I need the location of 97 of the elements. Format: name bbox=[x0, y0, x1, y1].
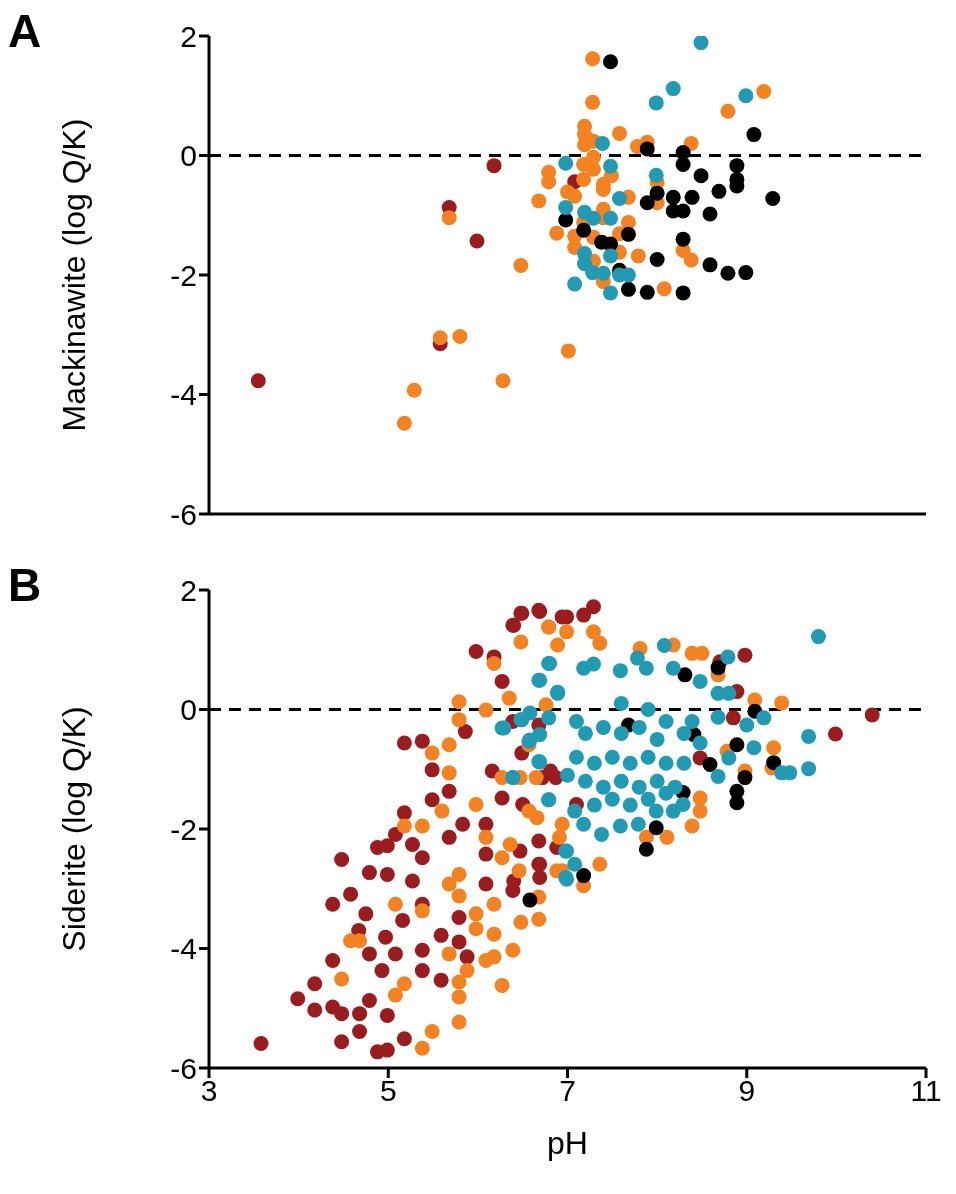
point bbox=[585, 94, 601, 110]
point bbox=[720, 265, 736, 281]
point bbox=[441, 210, 457, 226]
point bbox=[729, 795, 745, 811]
x-tick-label: 3 bbox=[200, 1074, 218, 1108]
point bbox=[656, 281, 672, 297]
point bbox=[683, 252, 699, 268]
point bbox=[603, 54, 619, 70]
point bbox=[541, 174, 557, 190]
y-axis-title: Siderite (log Q/K) bbox=[56, 706, 93, 952]
point bbox=[585, 161, 601, 177]
point bbox=[677, 667, 693, 683]
y-tick-label: -6 bbox=[170, 497, 197, 531]
point bbox=[649, 185, 665, 201]
point bbox=[737, 770, 753, 786]
point bbox=[549, 225, 565, 241]
y-tick-label: -4 bbox=[170, 932, 197, 966]
point bbox=[576, 171, 592, 187]
point bbox=[665, 81, 681, 97]
y-tick-label: -2 bbox=[170, 258, 197, 292]
point bbox=[693, 168, 709, 184]
point bbox=[603, 210, 619, 226]
point bbox=[567, 188, 583, 204]
point bbox=[702, 257, 718, 273]
point bbox=[720, 103, 736, 119]
point bbox=[675, 285, 691, 301]
point bbox=[452, 329, 468, 345]
y-tick-label: 2 bbox=[180, 19, 197, 53]
point bbox=[406, 382, 422, 398]
point bbox=[693, 36, 709, 51]
point bbox=[611, 125, 627, 141]
y-tick-label: 2 bbox=[180, 573, 197, 607]
point bbox=[432, 330, 448, 346]
point bbox=[558, 199, 574, 215]
chart-title: A bbox=[8, 5, 42, 57]
x-tick-label: 7 bbox=[559, 1074, 576, 1108]
point bbox=[638, 841, 654, 857]
point bbox=[765, 191, 781, 207]
y-tick-label: 0 bbox=[180, 139, 197, 173]
point bbox=[639, 284, 655, 300]
point bbox=[729, 158, 745, 174]
point bbox=[396, 415, 412, 431]
x-tick-label: 9 bbox=[738, 1074, 756, 1108]
point bbox=[603, 285, 619, 301]
point bbox=[675, 156, 691, 172]
point bbox=[611, 191, 627, 207]
point bbox=[594, 136, 610, 152]
point bbox=[639, 195, 655, 211]
point bbox=[585, 210, 601, 226]
y-axis-title: Mackinawite (log Q/K) bbox=[56, 118, 93, 432]
point bbox=[702, 206, 718, 222]
point bbox=[702, 756, 718, 772]
point bbox=[567, 276, 583, 292]
point bbox=[630, 248, 646, 264]
y-tick-label: -4 bbox=[170, 378, 197, 412]
point bbox=[710, 660, 726, 676]
point bbox=[648, 167, 664, 183]
x-axis-title: pH bbox=[547, 1125, 588, 1161]
point bbox=[738, 88, 754, 104]
point bbox=[649, 251, 665, 267]
point bbox=[513, 257, 529, 273]
point bbox=[746, 127, 762, 143]
x-tick-label: 11 bbox=[910, 1074, 942, 1108]
point bbox=[665, 189, 681, 205]
point bbox=[495, 373, 511, 389]
point bbox=[766, 755, 782, 771]
point bbox=[522, 892, 538, 908]
y-tick-label: -6 bbox=[170, 1051, 197, 1085]
point bbox=[558, 155, 574, 171]
point bbox=[558, 212, 574, 228]
point bbox=[639, 141, 655, 157]
x-tick-label: 5 bbox=[379, 1074, 397, 1108]
point bbox=[738, 265, 754, 281]
point bbox=[531, 193, 547, 209]
point bbox=[729, 737, 745, 753]
point bbox=[603, 248, 619, 264]
point bbox=[603, 158, 619, 174]
point bbox=[648, 820, 664, 836]
chart-title: B bbox=[8, 559, 42, 611]
point bbox=[620, 226, 636, 242]
point bbox=[486, 158, 502, 174]
point bbox=[577, 256, 593, 272]
point bbox=[585, 51, 601, 67]
point bbox=[469, 233, 485, 249]
point bbox=[684, 189, 700, 205]
point bbox=[250, 373, 266, 389]
point bbox=[576, 868, 592, 884]
y-tick-label: -2 bbox=[170, 812, 197, 846]
point bbox=[576, 222, 592, 238]
point bbox=[648, 95, 664, 111]
point bbox=[756, 84, 772, 100]
point bbox=[711, 183, 727, 199]
point bbox=[675, 231, 691, 247]
point bbox=[595, 265, 611, 281]
y-tick-label: 0 bbox=[180, 693, 197, 727]
point bbox=[620, 281, 636, 297]
point bbox=[560, 343, 576, 359]
